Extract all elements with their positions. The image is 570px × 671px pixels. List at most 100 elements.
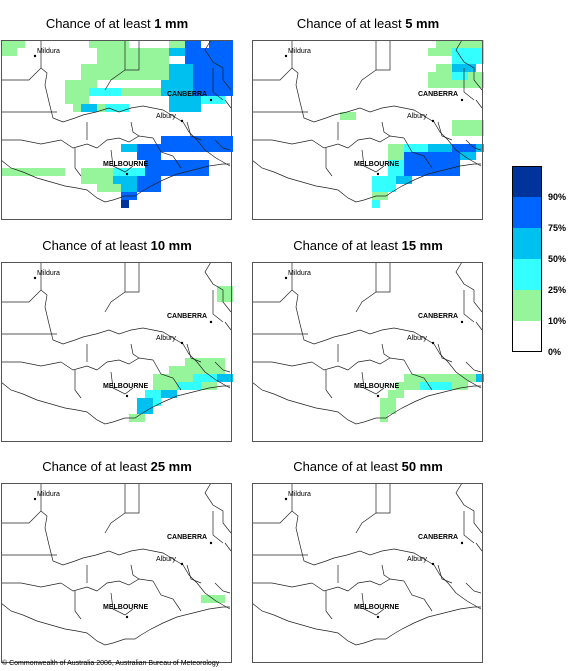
probability-cell xyxy=(1,40,25,48)
probability-cell xyxy=(145,160,209,176)
probability-cell xyxy=(372,200,380,208)
probability-cell xyxy=(396,176,412,184)
probability-cell xyxy=(404,152,460,176)
boundary-line xyxy=(361,371,385,395)
boundary-line xyxy=(214,139,231,151)
probability-cell xyxy=(185,40,201,48)
legend-swatch-75 xyxy=(512,197,542,228)
boundary-line xyxy=(1,262,42,303)
boundary-line xyxy=(110,371,134,395)
city-dot xyxy=(125,394,129,398)
boundary-line xyxy=(186,343,202,363)
city-label-mildura: Mildura xyxy=(288,270,311,277)
copyright-footer: © Commonwealth of Australia 2006, Austra… xyxy=(2,660,220,667)
boundary-line xyxy=(212,68,224,101)
boundary-line xyxy=(130,121,140,137)
boundary-line xyxy=(1,139,62,145)
probability-cell xyxy=(153,374,177,390)
legend-swatch-0 xyxy=(512,321,542,352)
probability-map: Mildura CANBERRA Albury MELBOURNE xyxy=(1,483,232,663)
probability-cell xyxy=(161,80,193,96)
probability-cell xyxy=(452,120,484,136)
probability-cell xyxy=(428,48,452,56)
probability-cell xyxy=(420,382,452,390)
map-frame xyxy=(1,262,232,442)
probability-cell xyxy=(340,112,356,120)
city-label-albury: Albury xyxy=(156,556,176,563)
panel-title: Chance of at least 1 mm xyxy=(45,16,189,31)
map-frame xyxy=(252,40,483,220)
city-label-mildura: Mildura xyxy=(288,491,311,498)
map-background xyxy=(252,483,483,663)
boundary-line xyxy=(74,148,82,177)
probability-map: Mildura CANBERRA Albury MELBOURNE xyxy=(252,483,483,663)
panel-title: Chance of at least 50 mm xyxy=(293,459,443,474)
boundary-line xyxy=(104,69,126,91)
city-label-albury: Albury xyxy=(407,113,427,120)
boundary-line xyxy=(204,483,232,534)
boundary-line xyxy=(311,582,349,592)
map-frame xyxy=(1,40,232,220)
probability-cell xyxy=(177,382,201,390)
boundary-line xyxy=(252,602,481,646)
boundary-line xyxy=(60,361,98,371)
boundary-line xyxy=(1,602,230,646)
boundary-line xyxy=(212,511,224,544)
boundary-line xyxy=(214,361,231,373)
boundary-line xyxy=(381,564,391,580)
city-dot xyxy=(431,562,435,566)
probability-cell xyxy=(372,176,396,192)
probability-cell xyxy=(121,88,161,96)
probability-cell xyxy=(404,144,428,152)
boundary-line xyxy=(381,121,391,137)
boundary-line xyxy=(252,159,481,203)
city-dot xyxy=(180,341,184,345)
probability-cell xyxy=(105,40,129,48)
probability-map: Mildura CANBERRA Albury MELBOURNE xyxy=(252,40,484,220)
boundary-line xyxy=(475,321,483,331)
boundary-line xyxy=(252,381,481,425)
boundary-line xyxy=(381,343,391,359)
probability-cell xyxy=(460,374,476,382)
city-label-melbourne: MELBOURNE xyxy=(103,604,148,611)
city-label-mildura: Mildura xyxy=(288,48,311,55)
probability-cell xyxy=(81,104,97,112)
boundary-line xyxy=(403,580,433,612)
city-label-canberra: CANBERRA xyxy=(167,313,207,320)
boundary-line xyxy=(40,67,231,167)
boundary-line xyxy=(455,262,483,313)
legend-swatch-90 xyxy=(512,166,542,197)
probability-cell xyxy=(476,144,484,152)
legend-label-50: 50% xyxy=(548,254,567,264)
probability-cell xyxy=(89,88,121,96)
map-background xyxy=(1,262,232,442)
boundary-line xyxy=(130,564,140,580)
boundary-line xyxy=(204,262,232,313)
boundary-line xyxy=(124,262,140,293)
boundary-line xyxy=(74,591,82,620)
boundary-line xyxy=(104,291,126,313)
probability-cell xyxy=(217,286,233,302)
boundary-line xyxy=(291,510,482,610)
map-frame xyxy=(252,483,483,663)
city-dot xyxy=(460,98,464,102)
boundary-line xyxy=(325,370,333,399)
city-label-mildura: Mildura xyxy=(37,270,60,277)
boundary-line xyxy=(152,580,182,612)
city-dot xyxy=(431,341,435,345)
probability-cell xyxy=(9,168,41,176)
boundary-line xyxy=(186,121,202,141)
probability-cell xyxy=(436,374,460,382)
boundary-line xyxy=(212,290,224,323)
boundary-line xyxy=(355,512,377,534)
city-dot xyxy=(125,172,129,176)
boundary-line xyxy=(130,343,140,359)
boundary-line xyxy=(455,40,483,91)
boundary-line xyxy=(252,139,313,145)
legend-swatch-10 xyxy=(512,290,542,321)
probability-cell xyxy=(169,40,185,48)
city-label-melbourne: MELBOURNE xyxy=(354,604,399,611)
boundary-line xyxy=(96,357,154,371)
city-dot xyxy=(180,562,184,566)
probability-cell xyxy=(97,184,121,192)
